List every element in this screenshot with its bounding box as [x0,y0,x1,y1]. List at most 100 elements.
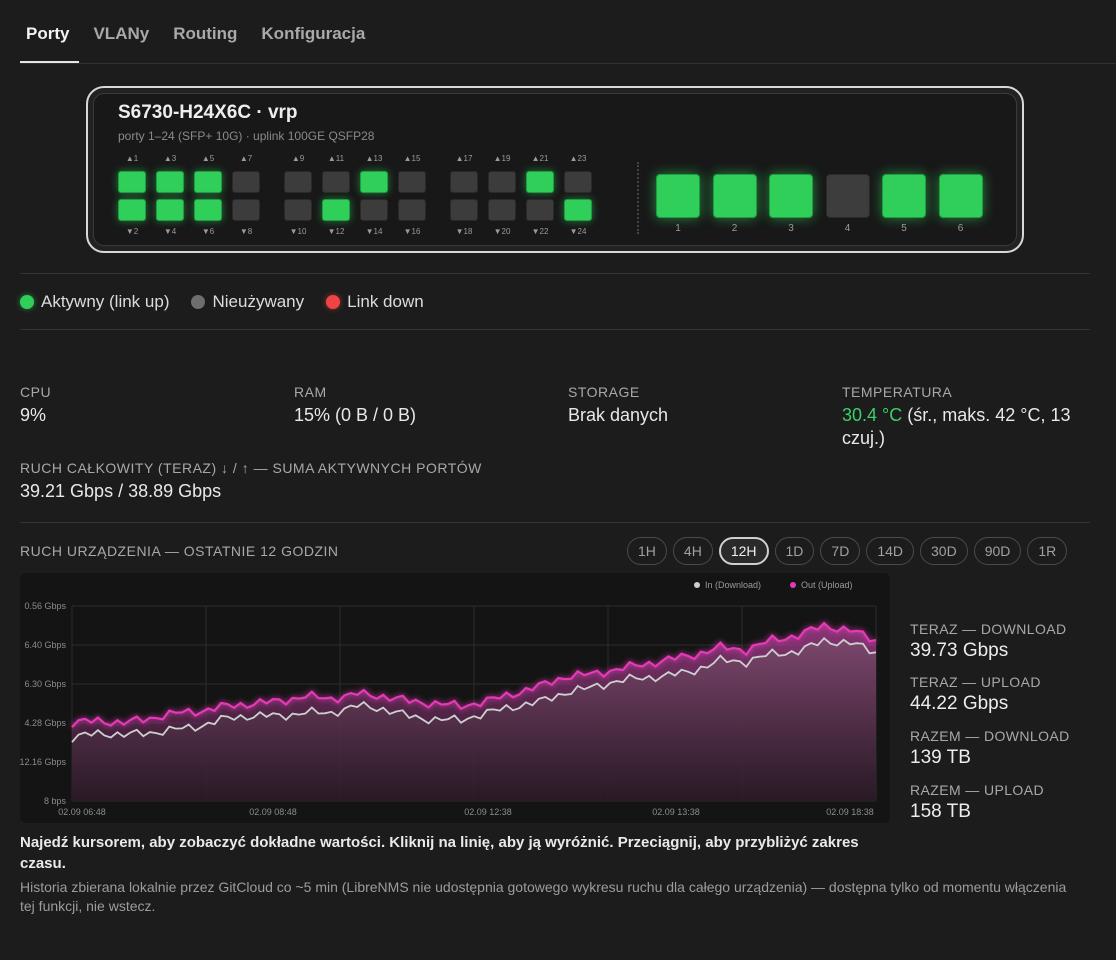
chart-hint: Najedź kursorem, aby zobaczyć dokładne w… [20,834,859,872]
range-button-1h[interactable]: 1H [627,537,667,565]
port-label: ▼6 [201,227,215,236]
uplink-port[interactable] [882,174,926,218]
port-label: ▲5 [201,154,215,163]
stat-storage-label: STORAGE [568,384,640,400]
x-tick-label: 02.09 08:48 [249,807,297,817]
range-button-1r[interactable]: 1R [1027,537,1068,565]
port-top[interactable] [526,171,554,193]
stat-ram-value: 15% (0 B / 0 B) [294,405,417,425]
x-tick-label: 02.09 06:48 [58,807,106,817]
tab-bar: Porty VLANy Routing Konfiguracja [20,18,383,64]
chart-legend-label: Out (Upload) [801,580,853,590]
port-top[interactable] [488,171,516,193]
side-stat: RAZEM — UPLOAD 158 TB [910,782,1044,823]
port-bottom[interactable] [360,199,388,221]
green-dot-icon [20,295,34,309]
port-bottom[interactable] [488,199,516,221]
side-stat-value: 44.22 Gbps [910,693,1009,714]
chart-title: RUCH URZĄDZENIA — OSTATNIE 12 GODZIN [20,543,339,559]
port-label: ▼20 [493,227,511,236]
stat-cpu: CPU 9% [20,384,51,427]
stat-ram: RAM 15% (0 B / 0 B) [294,384,416,427]
port-bottom[interactable] [284,199,312,221]
port-label: ▼16 [403,227,421,236]
port-top[interactable] [322,171,350,193]
tab-konfiguracja[interactable]: Konfiguracja [261,24,366,43]
range-button-14d[interactable]: 14D [866,537,914,565]
port-bottom[interactable] [156,199,184,221]
port-label: ▲11 [327,154,345,163]
uplink-label: 1 [675,223,681,234]
uplink-port[interactable] [769,174,813,218]
y-tick-label: 6.40 Gbps [24,640,66,650]
port-label: ▲17 [455,154,473,163]
tab-divider [20,63,1116,64]
uplink-port[interactable] [938,174,983,218]
stat-traffic-label: RUCH CAŁKOWITY (TERAZ) ↓ / ↑ — SUMA AKTY… [20,460,482,476]
side-stat: TERAZ — UPLOAD 44.22 Gbps [910,674,1041,715]
history-note: Historia zbierana lokalnie przez GitClou… [20,879,1067,914]
port-label: ▲13 [365,154,383,163]
port-bottom[interactable] [322,199,350,221]
range-button-90d[interactable]: 90D [973,537,1022,565]
port-top[interactable] [156,171,184,193]
port-top[interactable] [450,171,478,193]
download-line [71,636,877,743]
temperature-detail: (śr., maks. 42 °C, 13 czuj.) [842,405,1071,448]
legend-dot-icon [694,582,700,588]
port-bottom[interactable] [564,199,592,221]
side-stat-value: 39.73 Gbps [910,640,1009,661]
y-tick-label: 8 bps [44,796,67,806]
port-bottom[interactable] [450,199,478,221]
port-bottom[interactable] [232,199,260,221]
port-bottom[interactable] [398,199,426,221]
gray-dot-icon [191,295,206,309]
range-button-30d[interactable]: 30D [920,537,968,565]
port-top[interactable] [194,171,222,193]
red-dot-icon [326,295,341,309]
range-button-7d[interactable]: 7D [820,537,861,565]
uplink-port[interactable] [825,174,870,218]
port-legend: Aktywny (link up) Nieużywany Link down [20,292,424,312]
range-button-1d[interactable]: 1D [774,537,815,565]
port-top[interactable] [284,171,312,193]
uplink-port[interactable] [712,174,757,218]
x-tick-label: 02.09 18:38 [826,807,874,817]
stat-temperature-value: 30.4 °C (śr., maks. 42 °C, 13 czuj.) [842,404,1098,450]
tab-porty[interactable]: Porty [20,18,80,64]
port-label: ▼24 [569,227,587,236]
port-top[interactable] [398,171,426,193]
port-top[interactable] [564,171,592,193]
upload-line [71,621,877,728]
legend-down: Link down [326,292,424,312]
traffic-chart-svg[interactable]: 0.56 Gbps 6.40 Gbps 6.30 Gbps 4.28 Gbps 12.1… [20,573,890,823]
side-stat: TERAZ — DOWNLOAD 39.73 Gbps [910,621,1067,662]
port-bottom[interactable] [118,199,146,221]
switch-panel: S6730-H24X6C · vrp porty 1–24 (SFP+ 10G)… [86,86,1024,253]
legend-active: Aktywny (link up) [20,292,169,312]
port-top[interactable] [118,171,146,193]
port-label: ▲3 [163,154,177,163]
port-bottom[interactable] [526,199,554,221]
tab-routing[interactable]: Routing [173,24,238,43]
port-top[interactable] [360,171,388,193]
port-bottom[interactable] [194,199,222,221]
range-button-4h[interactable]: 4H [672,537,713,565]
stat-storage-value: Brak danych [568,405,669,425]
range-button-12h[interactable]: 12H [718,537,769,565]
temperature-reading: 30.4 °C [842,405,903,425]
uplink-port[interactable] [656,174,700,218]
traffic-chart[interactable]: 0.56 Gbps 6.40 Gbps 6.30 Gbps 4.28 Gbps 12.1… [20,573,890,823]
legend-unused-label: Nieużywany [212,292,305,311]
port-label: ▼14 [365,227,383,236]
side-stat-label: TERAZ — UPLOAD [910,674,1041,690]
y-tick-label: 4.28 Gbps [24,718,66,728]
side-stat: RAZEM — DOWNLOAD 139 TB [910,728,1070,769]
tab-vlany[interactable]: VLANy [93,24,150,43]
port-label: ▲7 [239,154,253,163]
port-label: ▼8 [239,227,253,236]
stat-cpu-label: CPU [20,384,52,400]
port-label: ▼10 [289,227,307,236]
x-tick-label: 02.09 13:38 [652,807,700,817]
port-top[interactable] [232,171,260,193]
